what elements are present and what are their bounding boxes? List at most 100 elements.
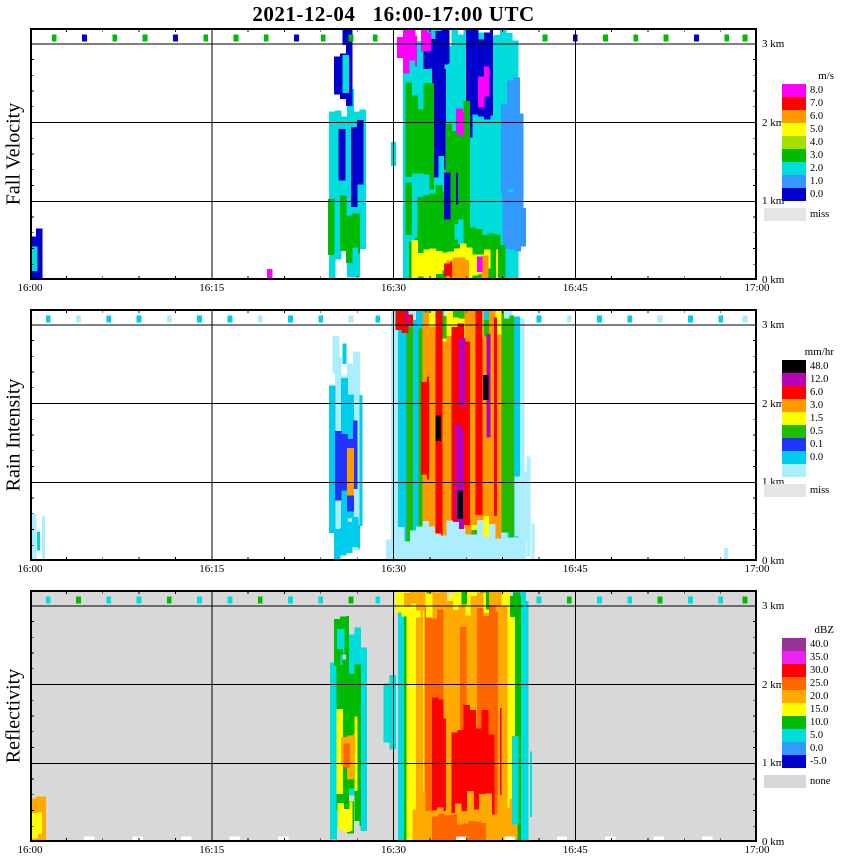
colorbar-cell: 8.0 <box>782 84 848 97</box>
colorbar-cell: 25.0 <box>782 677 848 690</box>
colorbar-cell: 5.0 <box>782 729 848 742</box>
colorbar-cell-label: 5.0 <box>810 730 824 741</box>
colorbar-cell-label: 0.5 <box>810 426 824 437</box>
colorbar-cell-label: 1.5 <box>810 413 824 424</box>
colorbar-fall-velocity: m/s 8.0 7.0 6.0 5.0 4.0 3.0 2.0 1.0 0.0 miss <box>764 70 848 221</box>
x-tick-label: 16:15 <box>199 282 225 294</box>
colorbar-cell-swatch <box>782 664 806 677</box>
colorbar-cell-swatch <box>782 690 806 703</box>
heatmap-plot-fall-velocity <box>30 28 757 280</box>
colorbar-cell-label: 48.0 <box>810 361 829 372</box>
x-tick-label: 16:45 <box>562 282 588 294</box>
colorbar-cell: 10.0 <box>782 716 848 729</box>
y-tick-label: 0 km <box>762 274 785 286</box>
colorbar-cell-label: 3.0 <box>810 400 824 411</box>
panel-reflectivity: Reflectivity 3 km 2 km 1 km 0 km 16:00 16:15… <box>0 590 850 856</box>
x-tick-label: 16:30 <box>380 282 407 294</box>
colorbar-cell-swatch <box>782 188 806 201</box>
colorbar-cell-label: 1.0 <box>810 176 824 187</box>
y-axis-title-label: Fall Velocity <box>2 102 25 206</box>
x-tick-label: 16:30 <box>380 844 407 856</box>
colorbar-cell-swatch <box>782 651 806 664</box>
colorbar-cell-swatch <box>782 729 806 742</box>
colorbar-cell-label: 40.0 <box>810 639 829 650</box>
colorbar-cell-swatch <box>782 123 806 136</box>
colorbar-cell-label: 30.0 <box>810 665 829 676</box>
colorbar-cell-label: 3.0 <box>810 150 824 161</box>
colorbar-cell-label: 0.0 <box>810 189 824 200</box>
colorbar-missing: none <box>764 775 848 788</box>
y-tick-label: 1 km <box>762 757 785 770</box>
colorbar-cell-swatch <box>782 399 806 412</box>
colorbar-cell: 12.0 <box>782 373 848 386</box>
colorbar-missing: miss <box>764 484 848 497</box>
colorbar-missing: miss <box>764 208 848 221</box>
x-tick-label: 16:30 <box>380 563 407 575</box>
colorbar-cell: 0.1 <box>782 438 848 451</box>
x-tick-label: 17:00 <box>744 563 770 575</box>
colorbar-cell-label: 35.0 <box>810 652 829 663</box>
colorbar-cell-label: 2.0 <box>810 163 824 174</box>
colorbar-cells: 40.0 35.0 30.0 25.0 20.0 15.0 10.0 5.0 0.0 -5.0 <box>782 638 848 768</box>
colorbar-cell: 20.0 <box>782 690 848 703</box>
colorbar-cell-swatch <box>782 373 806 386</box>
colorbar-cell: 48.0 <box>782 360 848 373</box>
heatmap-layer <box>30 309 748 561</box>
colorbar-unit-label: m/s <box>818 70 834 82</box>
colorbar-cell-label: 25.0 <box>810 678 829 689</box>
colorbar-cell-label: 10.0 <box>810 717 829 728</box>
y-tick-label: 0 km <box>762 555 785 567</box>
colorbar-cell-swatch <box>782 149 806 162</box>
y-axis-title-reflectivity: Reflectivity <box>0 590 28 842</box>
colorbar-cell: 7.0 <box>782 97 848 110</box>
x-tick-label: 17:00 <box>744 282 770 294</box>
y-tick-label: 2 km <box>762 678 785 691</box>
colorbar-cell-swatch <box>782 451 806 464</box>
x-tick-label: 16:45 <box>562 563 588 575</box>
colorbar-cell: 6.0 <box>782 386 848 399</box>
colorbar-cell: 5.0 <box>782 123 848 136</box>
colorbar-cell: 2.0 <box>782 162 848 175</box>
colorbar-cell-swatch <box>782 716 806 729</box>
colorbar-cells: 48.0 12.0 6.0 3.0 1.5 0.5 0.1 0.0 <box>782 360 848 477</box>
colorbar-cell-label: 0.1 <box>810 439 824 450</box>
missing-label: none <box>810 776 831 787</box>
heatmap-layer <box>30 28 748 280</box>
plot-border <box>30 590 757 842</box>
y-tick-label: 2 km <box>762 116 785 129</box>
colorbar-cell <box>782 464 848 477</box>
colorbar-cell-label: 6.0 <box>810 387 824 398</box>
colorbar-cell-swatch <box>782 425 806 438</box>
x-tick-label: 17:00 <box>744 844 770 856</box>
colorbar-cell: 3.0 <box>782 399 848 412</box>
colorbar-cell-label <box>806 464 810 477</box>
colorbar-cell-swatch <box>782 755 806 768</box>
colorbar-cell: 35.0 <box>782 651 848 664</box>
colorbar-cell-swatch <box>782 97 806 110</box>
y-tick-label: 1 km <box>762 195 785 208</box>
colorbar-cell-swatch <box>782 742 806 755</box>
colorbar-cell-swatch <box>782 175 806 188</box>
colorbar-cell-label: 20.0 <box>810 691 829 702</box>
plot-border <box>30 309 757 561</box>
x-tick-label: 16:15 <box>199 563 225 575</box>
colorbar-cell-swatch <box>782 360 806 373</box>
colorbar-cell-label: 7.0 <box>810 98 824 109</box>
colorbar-cell: 15.0 <box>782 703 848 716</box>
y-tick-label: 0 km <box>762 836 785 848</box>
x-tick-label: 16:00 <box>17 563 43 575</box>
panel-fall-velocity: Fall Velocity 3 km 2 km 1 km 0 km 16:00 16:1… <box>0 28 850 294</box>
colorbar-cell: 6.0 <box>782 110 848 123</box>
colorbar-cell: 1.0 <box>782 175 848 188</box>
y-tick-label: 2 km <box>762 397 785 410</box>
colorbar-cell-swatch <box>782 412 806 425</box>
colorbar-unit-label: dBZ <box>814 624 834 636</box>
colorbar-cells: 8.0 7.0 6.0 5.0 4.0 3.0 2.0 1.0 0.0 <box>782 84 848 201</box>
colorbar-cell: 4.0 <box>782 136 848 149</box>
y-tick-label: 3 km <box>762 599 785 612</box>
colorbar-cell-swatch <box>782 638 806 651</box>
colorbar-cell-swatch <box>782 703 806 716</box>
x-tick-label: 16:45 <box>562 844 588 856</box>
colorbar-cell-swatch <box>782 110 806 123</box>
